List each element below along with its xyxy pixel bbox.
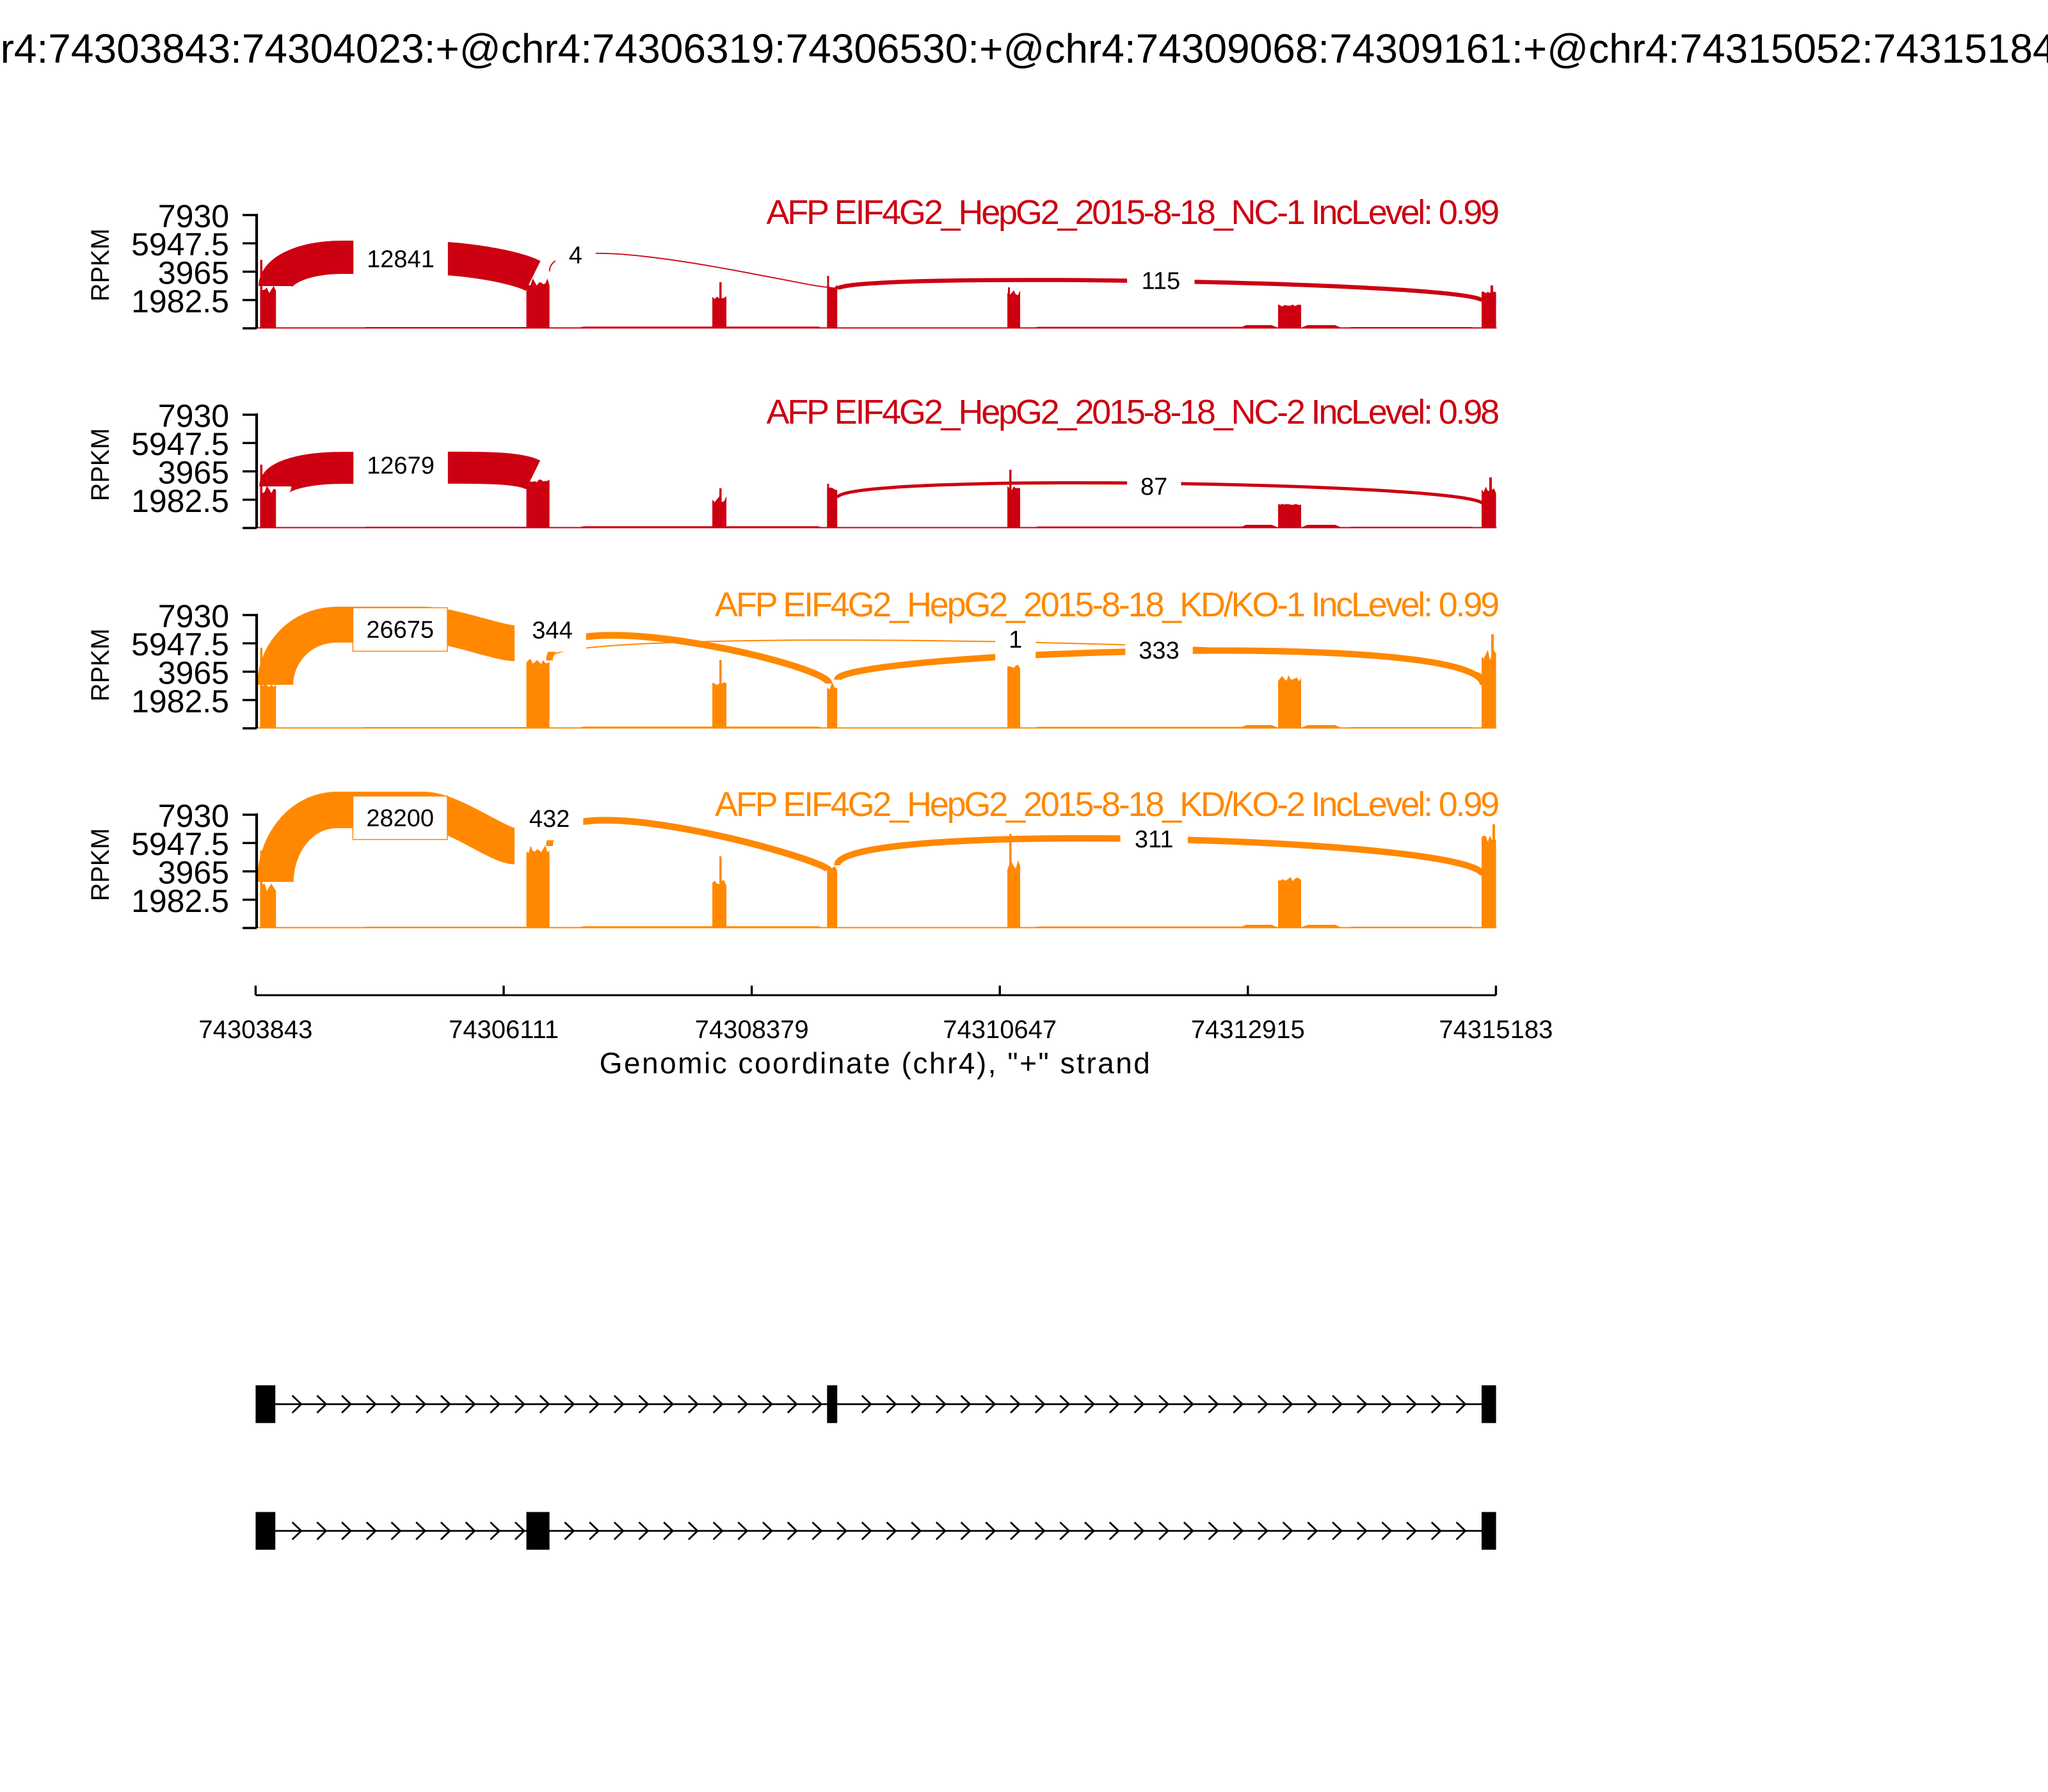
svg-text:7930: 7930 bbox=[158, 598, 229, 634]
svg-text:AFP EIF4G2_HepG2_2015-8-18_NC-: AFP EIF4G2_HepG2_2015-8-18_NC-1 IncLevel… bbox=[766, 193, 1498, 232]
svg-text:5947.5: 5947.5 bbox=[131, 826, 229, 862]
svg-text:1: 1 bbox=[1009, 627, 1022, 653]
svg-text:74306111: 74306111 bbox=[449, 1016, 559, 1044]
svg-text:311: 311 bbox=[1135, 826, 1174, 853]
svg-text:RPKM: RPKM bbox=[86, 628, 115, 701]
svg-text:RPKM: RPKM bbox=[86, 828, 115, 901]
svg-text:1982.5: 1982.5 bbox=[131, 483, 229, 519]
svg-text:26675: 26675 bbox=[366, 617, 434, 644]
svg-text:5947.5: 5947.5 bbox=[131, 227, 229, 262]
svg-text:5947.5: 5947.5 bbox=[131, 426, 229, 462]
svg-text:432: 432 bbox=[529, 806, 570, 833]
svg-text:28200: 28200 bbox=[366, 805, 434, 832]
svg-text:7930: 7930 bbox=[158, 398, 229, 434]
svg-text:344: 344 bbox=[532, 618, 572, 644]
svg-text:RPKM: RPKM bbox=[86, 428, 115, 501]
svg-text:1982.5: 1982.5 bbox=[131, 883, 229, 919]
svg-text:1982.5: 1982.5 bbox=[131, 684, 229, 719]
svg-text:74310647: 74310647 bbox=[943, 1016, 1057, 1044]
svg-text:AFP EIF4G2_HepG2_2015-8-18_NC-: AFP EIF4G2_HepG2_2015-8-18_NC-2 IncLevel… bbox=[766, 393, 1498, 431]
svg-text:chr4:74303843:74304023:+@chr4:: chr4:74303843:74304023:+@chr4:74306319:7… bbox=[0, 26, 2048, 72]
svg-text:74308379: 74308379 bbox=[695, 1016, 809, 1044]
svg-text:74315183: 74315183 bbox=[1439, 1016, 1553, 1044]
svg-text:7930: 7930 bbox=[158, 198, 229, 234]
svg-text:74312915: 74312915 bbox=[1191, 1016, 1305, 1044]
svg-text:115: 115 bbox=[1142, 268, 1181, 295]
svg-text:3965: 3965 bbox=[158, 455, 229, 491]
svg-text:12841: 12841 bbox=[367, 246, 435, 273]
svg-text:87: 87 bbox=[1140, 474, 1167, 500]
svg-text:AFP EIF4G2_HepG2_2015-8-18_KD/: AFP EIF4G2_HepG2_2015-8-18_KD/KO-2 IncLe… bbox=[715, 785, 1498, 824]
svg-text:333: 333 bbox=[1139, 637, 1179, 664]
svg-text:RPKM: RPKM bbox=[86, 228, 115, 301]
svg-text:4: 4 bbox=[569, 243, 582, 269]
svg-text:3965: 3965 bbox=[158, 855, 229, 891]
svg-text:7930: 7930 bbox=[158, 798, 229, 834]
svg-text:5947.5: 5947.5 bbox=[131, 627, 229, 662]
svg-text:12679: 12679 bbox=[367, 452, 435, 479]
svg-text:74303843: 74303843 bbox=[198, 1016, 312, 1044]
svg-text:3965: 3965 bbox=[158, 255, 229, 291]
svg-text:Genomic coordinate (chr4), "+": Genomic coordinate (chr4), "+" strand bbox=[600, 1046, 1152, 1080]
svg-text:3965: 3965 bbox=[158, 655, 229, 691]
svg-text:AFP EIF4G2_HepG2_2015-8-18_KD/: AFP EIF4G2_HepG2_2015-8-18_KD/KO-1 IncLe… bbox=[715, 586, 1498, 624]
svg-text:1982.5: 1982.5 bbox=[131, 284, 229, 319]
